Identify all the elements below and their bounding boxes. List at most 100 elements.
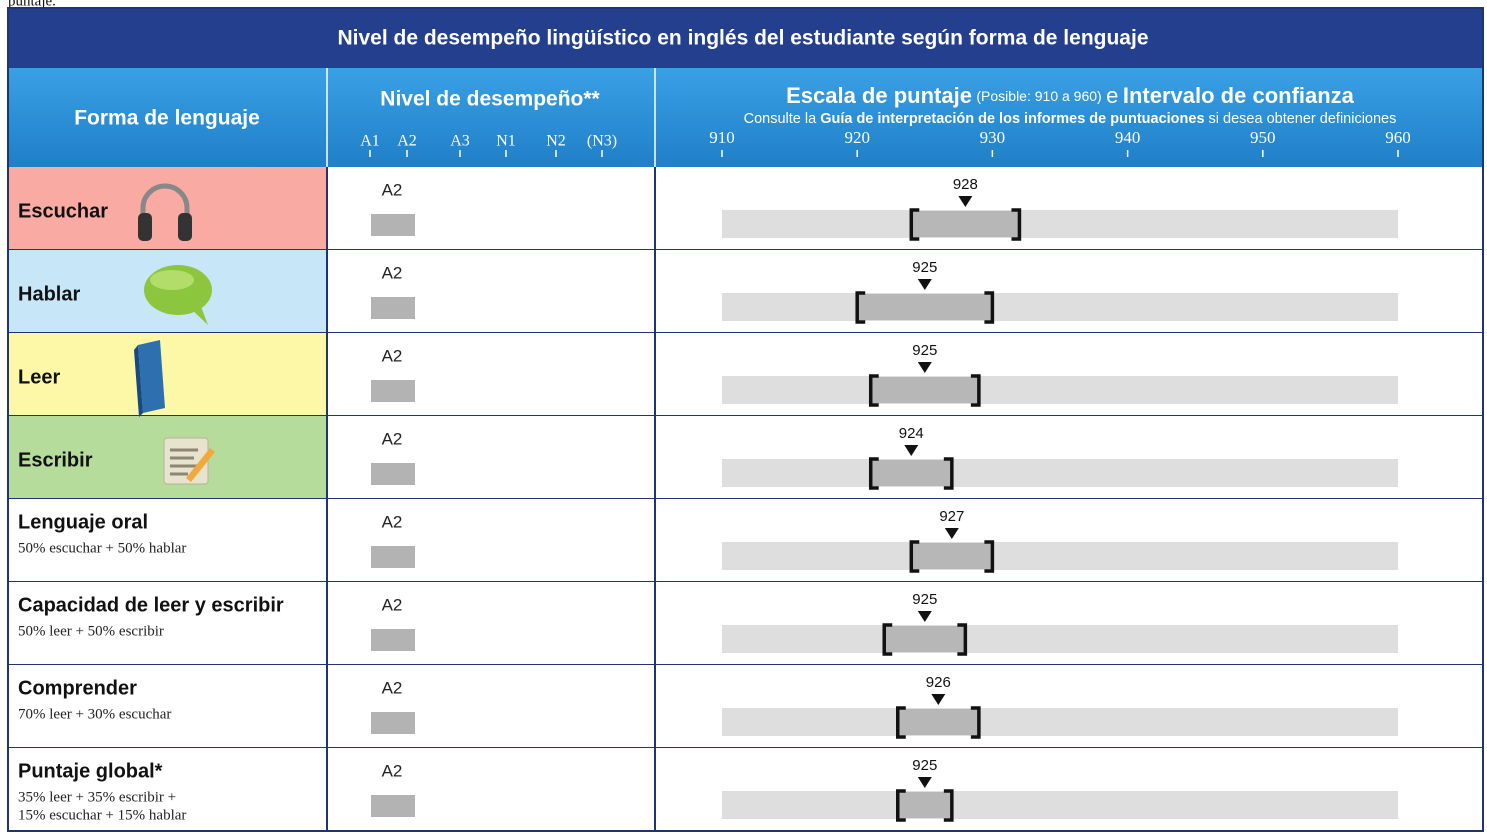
x-tick-label: 960 xyxy=(1385,128,1411,147)
ci-low-bracket xyxy=(882,623,893,656)
level-label: A3 xyxy=(450,133,470,150)
writing-icon xyxy=(163,437,215,485)
scale-track xyxy=(722,791,1398,819)
level-bar xyxy=(371,795,415,817)
level-bar xyxy=(371,629,415,651)
scale-title: Escala de puntaje xyxy=(786,83,972,108)
score-label: 925 xyxy=(912,342,937,359)
scale-header: Escala de puntaje (Posible: 910 a 960) e… xyxy=(786,83,1355,108)
x-tick-label: 930 xyxy=(980,128,1006,147)
confidence-interval xyxy=(897,709,979,735)
level-bar xyxy=(371,297,415,319)
headphones-icon xyxy=(138,183,192,241)
level-label: A1 xyxy=(360,133,380,150)
score-marker xyxy=(917,611,932,622)
score-marker xyxy=(944,528,959,539)
ci-high-bracket xyxy=(984,540,995,573)
ci-low-bracket xyxy=(855,291,866,324)
score-label: 925 xyxy=(912,259,937,276)
confidence-interval xyxy=(870,460,952,486)
scale-track xyxy=(722,542,1398,570)
ci-high-bracket xyxy=(957,623,968,656)
header-bar xyxy=(8,68,1483,167)
level-value: A2 xyxy=(382,678,403,697)
ci-low-bracket xyxy=(868,374,879,407)
x-tick-label: 910 xyxy=(709,128,735,147)
form-name: Escuchar xyxy=(18,200,108,222)
score-marker xyxy=(931,694,946,705)
score-label: 925 xyxy=(912,591,937,608)
form-subtitle: 50% escuchar + 50% hablar xyxy=(18,540,186,556)
note-end: si desea obtener definiciones xyxy=(1209,111,1397,127)
form-cell xyxy=(8,499,327,582)
level-value: A2 xyxy=(382,346,403,365)
confidence-interval xyxy=(911,543,993,569)
title: Nivel de desempeño lingüístico en inglés… xyxy=(337,27,1148,50)
form-cell xyxy=(8,167,327,250)
score-marker xyxy=(917,777,932,788)
form-subtitle: 50% leer + 50% escribir xyxy=(18,623,164,639)
ci-high-bracket xyxy=(1011,208,1022,241)
ci-high-bracket xyxy=(943,789,954,822)
scale-track xyxy=(722,293,1398,321)
scale-track xyxy=(722,625,1398,653)
scale-track xyxy=(722,708,1398,736)
level-value: A2 xyxy=(382,429,403,448)
x-tick-label: 950 xyxy=(1250,128,1276,147)
level-label: N2 xyxy=(546,133,566,150)
title-bar xyxy=(8,8,1483,68)
scale-and: e xyxy=(1106,83,1118,108)
level-bar xyxy=(371,214,415,236)
confidence-interval xyxy=(897,792,952,818)
form-name: Capacidad de leer y escribir xyxy=(18,594,284,616)
confidence-interval xyxy=(911,211,1020,237)
form-subtitle: 15% escuchar + 15% hablar xyxy=(18,807,186,823)
score-label: 925 xyxy=(912,757,937,774)
ci-low-bracket xyxy=(868,457,879,490)
level-bar xyxy=(371,380,415,402)
scale-track xyxy=(722,459,1398,487)
table-border xyxy=(7,7,1484,832)
level-value: A2 xyxy=(382,595,403,614)
form-name: Lenguaje oral xyxy=(18,511,148,533)
form-name: Escribir xyxy=(18,449,93,471)
ci-high-bracket xyxy=(970,706,981,739)
form-subtitle: 35% leer + 35% escribir + xyxy=(18,789,176,805)
level-header: Nivel de desempeño** xyxy=(380,88,600,111)
ci-low-bracket xyxy=(909,208,920,241)
confidence-interval xyxy=(870,377,979,403)
form-cell xyxy=(8,748,327,831)
book-icon xyxy=(134,340,165,417)
ci-low-bracket xyxy=(909,540,920,573)
score-label: 927 xyxy=(939,508,964,525)
confidence-interval xyxy=(857,294,993,320)
form-name: Comprender xyxy=(18,677,137,699)
level-value: A2 xyxy=(382,180,403,199)
form-cell xyxy=(8,582,327,665)
score-marker xyxy=(958,196,973,207)
level-value: A2 xyxy=(382,512,403,531)
form-name: Hablar xyxy=(18,283,80,305)
level-value: A2 xyxy=(382,761,403,780)
level-label: (N3) xyxy=(587,133,617,150)
scale-note: Consulte la Guía de interpretación de lo… xyxy=(744,111,1397,127)
form-name: Leer xyxy=(18,366,60,388)
score-marker xyxy=(917,362,932,373)
score-label: 926 xyxy=(926,674,951,691)
form-header: Forma de lenguaje xyxy=(74,107,260,130)
level-bar xyxy=(371,712,415,734)
ci-high-bracket xyxy=(984,291,995,324)
form-cell xyxy=(8,665,327,748)
ci-low-bracket xyxy=(896,789,906,822)
note-start: Consulte la xyxy=(744,111,817,127)
form-cell xyxy=(8,333,327,416)
scale-track xyxy=(722,376,1398,404)
score-label: 928 xyxy=(953,176,978,193)
level-bar xyxy=(371,463,415,485)
level-label: A2 xyxy=(397,133,417,150)
scale-possible: (Posible: 910 a 960) xyxy=(976,88,1101,104)
confidence-interval xyxy=(884,626,966,652)
ci-low-bracket xyxy=(896,706,906,739)
